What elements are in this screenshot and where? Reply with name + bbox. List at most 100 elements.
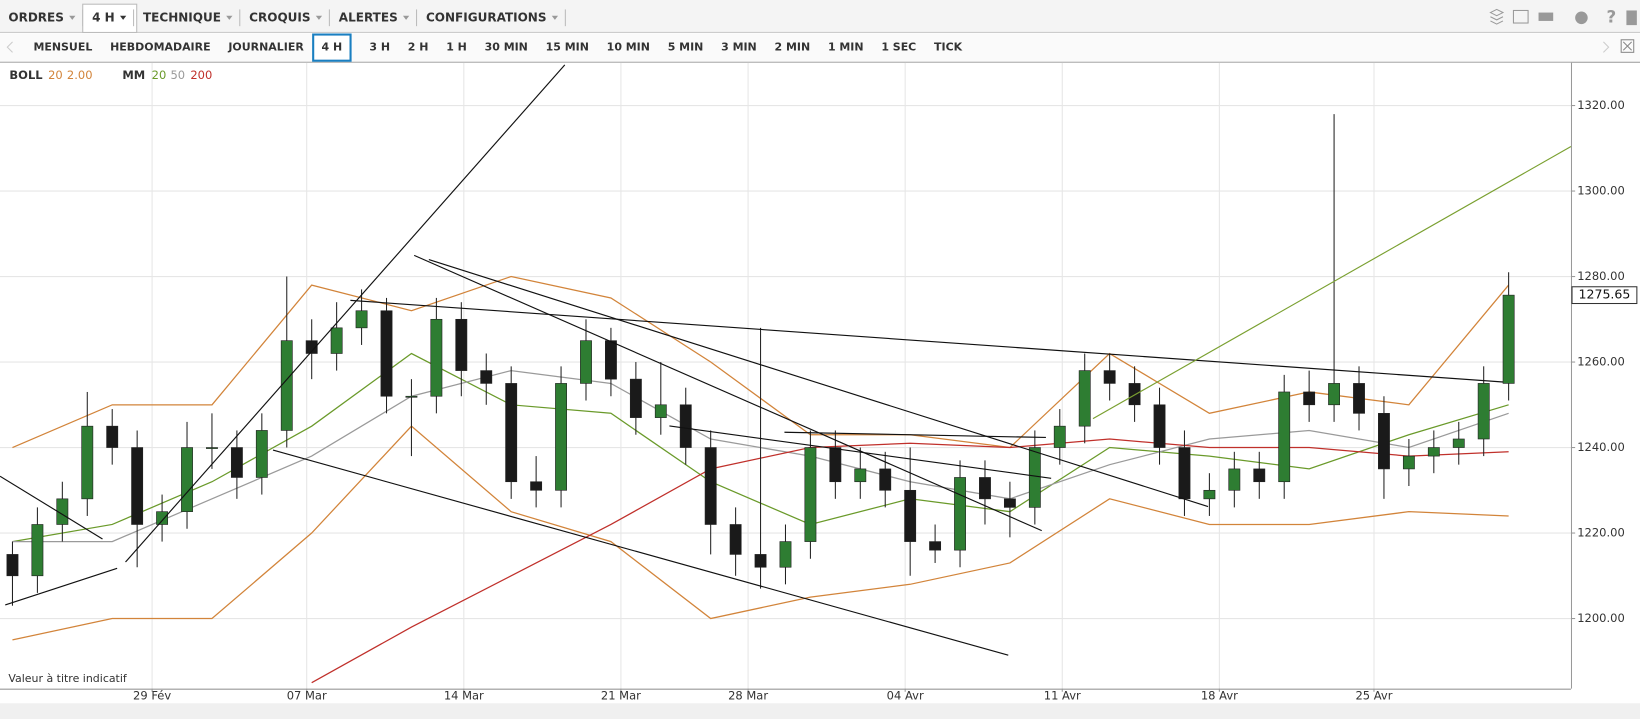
menu-button[interactable]: ORDRES bbox=[8, 10, 64, 24]
menu-button[interactable]: CROQUIS bbox=[249, 10, 310, 24]
candle-body bbox=[580, 340, 592, 384]
candle-body bbox=[1103, 370, 1116, 384]
candle-body bbox=[81, 425, 94, 500]
candle-body bbox=[804, 447, 817, 542]
timeframe-button[interactable]: TICK bbox=[934, 41, 963, 54]
timeframe-bar bbox=[0, 33, 1640, 62]
indicator-param: 20 bbox=[48, 68, 63, 82]
candle-body bbox=[1477, 383, 1490, 440]
y-tick-label: 1300.00 bbox=[1577, 184, 1625, 198]
timeframe-selected bbox=[312, 33, 352, 62]
candle-body bbox=[1328, 383, 1341, 406]
indicator-name: BOLL bbox=[9, 68, 43, 82]
timeframe-button[interactable]: MENSUEL bbox=[33, 41, 92, 54]
account-icon[interactable] bbox=[1626, 10, 1637, 26]
timeframe-button[interactable]: 15 MIN bbox=[546, 41, 589, 54]
menu-button[interactable]: ALERTES bbox=[339, 10, 398, 24]
candle-body bbox=[1128, 383, 1141, 406]
x-tick-label: 11 Avr bbox=[1044, 688, 1081, 702]
candle-body bbox=[1228, 468, 1241, 491]
indicator-line bbox=[311, 438, 1509, 684]
x-tick-label: 25 Avr bbox=[1355, 688, 1392, 702]
candle-body bbox=[704, 447, 717, 525]
candle-body bbox=[280, 340, 293, 431]
x-tick-label: 04 Avr bbox=[887, 688, 924, 702]
timeframe-button[interactable]: 3 MIN bbox=[721, 41, 757, 54]
y-tick-label: 1240.00 bbox=[1577, 440, 1625, 454]
candle-body bbox=[1053, 425, 1066, 448]
timeframe-button[interactable]: 5 MIN bbox=[668, 41, 704, 54]
candle-body bbox=[929, 541, 942, 551]
candle-body bbox=[679, 404, 692, 448]
scroll-right[interactable] bbox=[1603, 41, 1610, 53]
x-tick-label: 29 Fév bbox=[133, 688, 171, 702]
candle-body bbox=[1353, 383, 1365, 414]
candle-body bbox=[1378, 413, 1390, 470]
timeframe-button[interactable]: JOURNALIER bbox=[227, 41, 304, 54]
candle-body bbox=[206, 447, 218, 449]
candle-body bbox=[1502, 294, 1515, 384]
candle-body bbox=[1253, 468, 1266, 483]
menu-button[interactable]: TECHNIQUE bbox=[143, 10, 221, 24]
y-tick-label: 1260.00 bbox=[1577, 355, 1625, 369]
candle-body bbox=[430, 318, 443, 397]
candle-body bbox=[1203, 489, 1216, 500]
menu-active-bg bbox=[82, 3, 138, 33]
candle-body bbox=[405, 395, 418, 398]
timeframe-button[interactable]: 3 H bbox=[369, 41, 390, 54]
menu-button[interactable]: CONFIGURATIONS bbox=[426, 10, 547, 24]
indicator-param: 200 bbox=[190, 68, 212, 82]
indicator-param: 20 bbox=[152, 68, 167, 82]
settings-icon[interactable] bbox=[1575, 11, 1588, 25]
image-icon[interactable] bbox=[1512, 9, 1529, 24]
x-tick-label: 07 Mar bbox=[287, 688, 327, 702]
trend-line bbox=[0, 475, 103, 540]
y-tick-label: 1220.00 bbox=[1577, 526, 1625, 540]
toolbar-icons: ? bbox=[1489, 6, 1637, 26]
menu-button[interactable]: 4 H bbox=[92, 10, 115, 24]
timeframe-button[interactable]: 10 MIN bbox=[607, 41, 650, 54]
dropdown-arrow bbox=[119, 15, 127, 20]
layers-icon[interactable] bbox=[1489, 8, 1505, 25]
trend-line bbox=[272, 449, 1009, 656]
candle-body bbox=[230, 447, 243, 478]
dropdown-arrow bbox=[551, 15, 559, 20]
y-tick-label: 1320.00 bbox=[1577, 98, 1625, 112]
trend-line bbox=[125, 64, 566, 563]
print-icon[interactable] bbox=[1538, 12, 1554, 21]
x-tick-label: 18 Avr bbox=[1201, 688, 1238, 702]
timeframe-button[interactable]: 1 MIN bbox=[828, 41, 864, 54]
timeframe-button[interactable]: 4 H bbox=[322, 41, 343, 54]
candle-body bbox=[555, 383, 567, 491]
note: Valeur à titre indicatif bbox=[8, 672, 128, 685]
candle-body bbox=[1003, 498, 1016, 508]
candle-body bbox=[156, 511, 169, 525]
candle-body bbox=[829, 447, 842, 483]
candle-body bbox=[779, 541, 792, 568]
scroll-left[interactable] bbox=[6, 41, 13, 53]
timeframe-button[interactable]: HEBDOMADAIRE bbox=[110, 41, 210, 54]
trend-line bbox=[669, 425, 1052, 479]
timeframe-button[interactable]: 1 SEC bbox=[881, 41, 916, 54]
candle-body bbox=[1178, 447, 1191, 500]
help-icon[interactable]: ? bbox=[1607, 6, 1617, 26]
last-price-label: 1275.65 bbox=[1579, 287, 1631, 302]
candle-body bbox=[380, 310, 393, 397]
candle-body bbox=[879, 468, 892, 491]
timeframe-button[interactable]: 2 MIN bbox=[775, 41, 811, 54]
candle-body bbox=[31, 524, 44, 577]
dropdown-arrow bbox=[226, 15, 233, 20]
timeframe-button[interactable]: 2 H bbox=[408, 41, 429, 54]
timeframe-button[interactable]: 1 H bbox=[446, 41, 467, 54]
indicator-line bbox=[12, 425, 1509, 641]
trend-line bbox=[350, 299, 1504, 383]
timeframe-button[interactable]: 30 MIN bbox=[485, 41, 528, 54]
trend-line bbox=[5, 567, 118, 606]
candle-body bbox=[480, 370, 493, 384]
candle-body bbox=[1078, 370, 1091, 427]
candle-body bbox=[1427, 447, 1440, 457]
close-icon[interactable] bbox=[1620, 39, 1635, 53]
candle-body bbox=[605, 340, 617, 380]
trend-line bbox=[428, 259, 1209, 508]
